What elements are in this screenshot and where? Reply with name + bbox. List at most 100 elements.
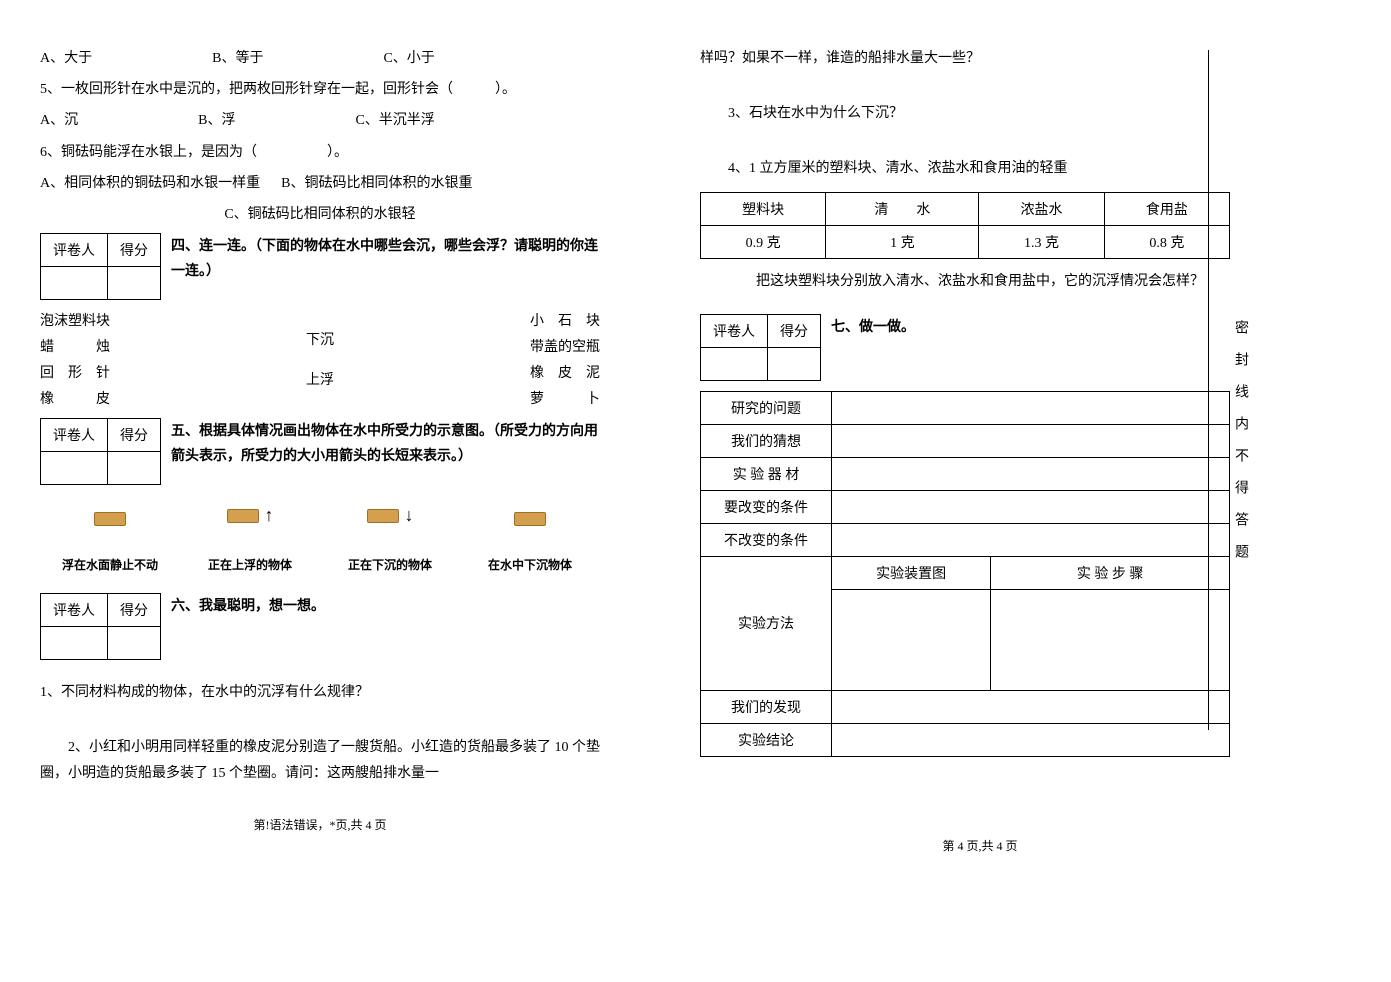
exp-row-0: 研究的问题 [701, 391, 832, 424]
exp-mh-1: 实 验 步 骤 [991, 557, 1229, 589]
tv-1: 1 克 [826, 225, 979, 258]
match-left-2: 回 形 针 [40, 362, 110, 382]
score-table: 评卷人 得分 [40, 233, 161, 300]
exp-row-2: 实 验 器 材 [701, 457, 832, 490]
diagram-3: 正在下沉的物体 [330, 505, 450, 573]
footer-left-text: 第!语法错误，*页,共 4 页 [254, 818, 387, 832]
arrow-down-icon [399, 505, 414, 526]
option-c: C、小于 [383, 46, 434, 71]
q5-option-b: B、浮 [198, 108, 235, 133]
score5-value-label: 得分 [108, 419, 161, 452]
exp-row-4: 不改变的条件 [701, 523, 832, 556]
exp-diagram-cell [832, 590, 991, 690]
block-icon [367, 509, 399, 523]
match-mid-1: 上浮 [306, 369, 334, 389]
th-2: 浓盐水 [979, 192, 1104, 225]
exp-row-3: 要改变的条件 [701, 490, 832, 523]
diagram-label-3: 在水中下沉物体 [488, 556, 572, 573]
diagram-label-2: 正在下沉的物体 [348, 556, 432, 573]
diagram-label-0: 浮在水面静止不动 [62, 556, 158, 573]
s6-q2: 2、小红和小明用同样轻重的橡皮泥分别造了一艘货船。小红造的货船最多装了 10 个… [40, 735, 600, 785]
score-reviewer-label: 评卷人 [41, 234, 108, 267]
exp-cell [832, 424, 1230, 457]
q5-option-c: C、半沉半浮 [355, 108, 434, 133]
block-icon [227, 509, 259, 523]
q6-option-b: B、铜砝码比相同体积的水银重 [281, 176, 472, 191]
cutline-vline [1208, 50, 1210, 730]
score5-reviewer-cell [41, 452, 108, 485]
score7-reviewer-cell [701, 347, 768, 380]
score-table-6: 评卷人 得分 [40, 593, 161, 660]
exp-steps-cell [991, 590, 1229, 690]
th-0: 塑料块 [701, 192, 826, 225]
match-right-col: 小 石 块 带盖的空瓶 橡 皮 泥 萝 卜 [530, 310, 600, 408]
th-1: 清 水 [826, 192, 979, 225]
diagram-1: 浮在水面静止不动 [50, 512, 170, 573]
q6-option-a: A、相同体积的铜砝码和水银一样重 [40, 176, 260, 191]
s6-q3: 3、石块在水中为什么下沉？ [700, 101, 1260, 126]
exp-find-label: 我们的发现 [701, 690, 832, 723]
q6-option-c: C、铜砝码比相同体积的水银轻 [40, 202, 600, 227]
score6-value-cell [108, 627, 161, 660]
exp-cell [832, 457, 1230, 490]
right-footer: 第 4 页,共 4 页 [700, 837, 1260, 854]
match-right-2: 橡 皮 泥 [530, 362, 600, 382]
score6-value-label: 得分 [108, 594, 161, 627]
block-icon [94, 512, 126, 526]
section5-block: 评卷人 得分 五、根据具体情况画出物体在水中所受力的示意图。（所受力的方向用箭头… [40, 418, 600, 485]
q-options-row: A、大于 B、等于 C、小于 [40, 46, 600, 71]
q5-option-a: A、沉 [40, 108, 78, 133]
right-column: 样吗？如果不一样，谁造的船排水量大一些？ 3、石块在水中为什么下沉？ 4、1 立… [680, 20, 1280, 874]
exp-cell [832, 523, 1230, 556]
score-value-cell [108, 267, 161, 300]
match-left-3: 橡 皮 [40, 388, 110, 408]
exp-method-body [832, 589, 1230, 690]
exp-conc-label: 实验结论 [701, 723, 832, 756]
diagram-2: 正在上浮的物体 [190, 505, 310, 573]
s6-q1: 1、不同材料构成的物体，在水中的沉浮有什么规律？ [40, 680, 600, 705]
exp-method-label: 实验方法 [701, 556, 832, 690]
score7-reviewer-label: 评卷人 [701, 314, 768, 347]
matching-block: 泡沫塑料块 蜡 烛 回 形 针 橡 皮 下沉 上浮 小 石 块 带盖的空瓶 橡 … [40, 310, 600, 408]
th-3: 食用盐 [1104, 192, 1229, 225]
diagram-4: 在水中下沉物体 [470, 512, 590, 573]
match-right-3: 萝 卜 [530, 388, 600, 408]
exp-cell [832, 690, 1230, 723]
q5-options-row: A、沉 B、浮 C、半沉半浮 [40, 108, 600, 133]
match-mid-0: 下沉 [306, 329, 334, 349]
match-right-1: 带盖的空瓶 [530, 336, 600, 356]
s6-q4-after: 把这块塑料块分别放入清水、浓盐水和食用盐中，它的沉浮情况会怎样？ [700, 269, 1260, 294]
tv-2: 1.3 克 [979, 225, 1104, 258]
match-left-0: 泡沫塑料块 [40, 310, 110, 330]
exp-cell [832, 723, 1230, 756]
score-reviewer-cell [41, 267, 108, 300]
s6-q2-cont: 样吗？如果不一样，谁造的船排水量大一些？ [700, 46, 1260, 71]
option-a: A、大于 [40, 46, 92, 71]
score6-reviewer-cell [41, 627, 108, 660]
score5-reviewer-label: 评卷人 [41, 419, 108, 452]
section7-block: 评卷人 得分 七、做一做。 [700, 314, 1260, 381]
arrow-up-icon [259, 505, 274, 526]
score7-value-label: 得分 [768, 314, 821, 347]
match-left-1: 蜡 烛 [40, 336, 110, 356]
score7-value-cell [768, 347, 821, 380]
score-table-7: 评卷人 得分 [700, 314, 821, 381]
diagram-row: 浮在水面静止不动 正在上浮的物体 正在下沉的物体 在水中下沉物体 [40, 505, 600, 573]
s6-q4: 4、1 立方厘米的塑料块、清水、浓盐水和食用油的轻重 [700, 156, 1260, 181]
tv-3: 0.8 克 [1104, 225, 1229, 258]
density-table: 塑料块 清 水 浓盐水 食用盐 0.9 克 1 克 1.3 克 0.8 克 [700, 192, 1230, 259]
match-right-0: 小 石 块 [530, 310, 600, 330]
score-table-5: 评卷人 得分 [40, 418, 161, 485]
exp-row-1: 我们的猜想 [701, 424, 832, 457]
experiment-table: 研究的问题 我们的猜想 实 验 器 材 要改变的条件 不改变的条件 实验方法 实… [700, 391, 1230, 757]
cutline-text: 密封线内不得答题 [1230, 320, 1250, 576]
exp-mh-0: 实验装置图 [832, 557, 991, 589]
q6-text: 6、铜砝码能浮在水银上，是因为（ ）。 [40, 140, 600, 165]
diagram-label-1: 正在上浮的物体 [208, 556, 292, 573]
left-column: A、大于 B、等于 C、小于 5、一枚回形针在水中是沉的，把两枚回形针穿在一起，… [20, 20, 620, 874]
match-mid-col: 下沉 上浮 [306, 310, 334, 408]
exp-method-headers: 实验装置图 实 验 步 骤 [832, 556, 1230, 589]
option-b: B、等于 [212, 46, 263, 71]
section4-block: 评卷人 得分 四、连一连。（下面的物体在水中哪些会沉，哪些会浮？请聪明的你连一连… [40, 233, 600, 300]
exp-cell [832, 391, 1230, 424]
